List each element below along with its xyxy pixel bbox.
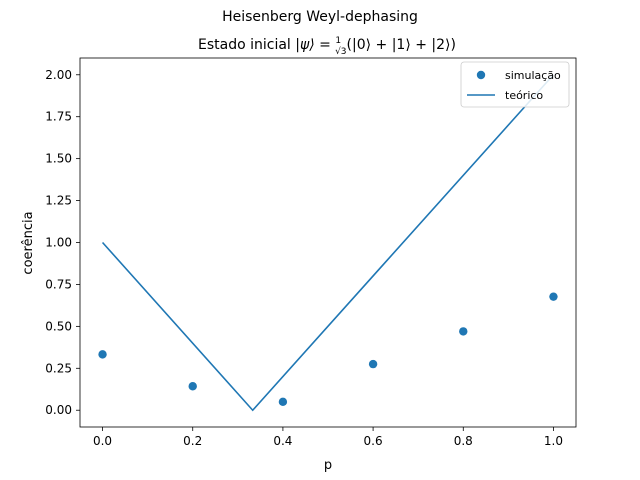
y-tick-label: 1.50 xyxy=(45,152,72,166)
data-point-simulacao xyxy=(368,359,378,369)
x-axis-label: p xyxy=(324,458,332,473)
y-axis-label: coerência xyxy=(21,211,36,274)
chart-title-frac-num: 1 xyxy=(335,36,341,46)
y-tick-label: 0.00 xyxy=(45,403,72,417)
chart-title-frac-den: √3 xyxy=(335,46,346,57)
plot-frame xyxy=(79,57,577,428)
y-tick-label: 1.75 xyxy=(45,110,72,124)
series-line-teorico xyxy=(101,74,555,412)
x-tick-label: 0.6 xyxy=(364,434,383,448)
y-tick-label: 2.00 xyxy=(45,68,72,82)
x-tick-label: 0.4 xyxy=(273,434,292,448)
legend: simulação teórico xyxy=(460,61,570,108)
chart-suptitle: Heisenberg Weyl-dephasing xyxy=(222,9,418,25)
data-point-simulacao xyxy=(98,350,107,359)
x-tick-label: 0.2 xyxy=(183,434,202,448)
y-tick-label: 0.25 xyxy=(45,361,72,375)
data-point-simulacao xyxy=(459,327,468,336)
y-tick-label: 1.25 xyxy=(45,194,72,208)
legend-point-marker xyxy=(476,70,486,80)
data-point-simulacao xyxy=(549,292,558,301)
y-tick-label: 0.50 xyxy=(45,319,72,333)
chart-title-prefix: Estado inicial xyxy=(198,37,295,53)
legend-label: simulação xyxy=(505,69,561,82)
x-tick-label: 0.8 xyxy=(454,434,473,448)
legend-label: teórico xyxy=(505,89,543,102)
x-tick-label: 0.0 xyxy=(93,434,112,448)
chart-title-math-start: |ψ⟩ = xyxy=(295,37,335,53)
plot-area: 0.0 0.2 0.4 0.6 0.8 1.0 0.00 0.25 0.50 0.75 1.00 1.… xyxy=(45,57,577,448)
y-tick-label: 1.00 xyxy=(45,236,72,250)
chart-title-math-end: (|0⟩ + |1⟩ + |2⟩) xyxy=(347,37,456,53)
y-tick-label: 0.75 xyxy=(45,277,72,291)
data-point-simulacao xyxy=(278,397,288,407)
data-point-simulacao xyxy=(188,382,197,391)
chart-title: Estado inicial |ψ⟩ = 1 √3(|0⟩ + |1⟩ + |2⟩… xyxy=(198,36,456,57)
x-tick-label: 1.0 xyxy=(544,434,563,448)
